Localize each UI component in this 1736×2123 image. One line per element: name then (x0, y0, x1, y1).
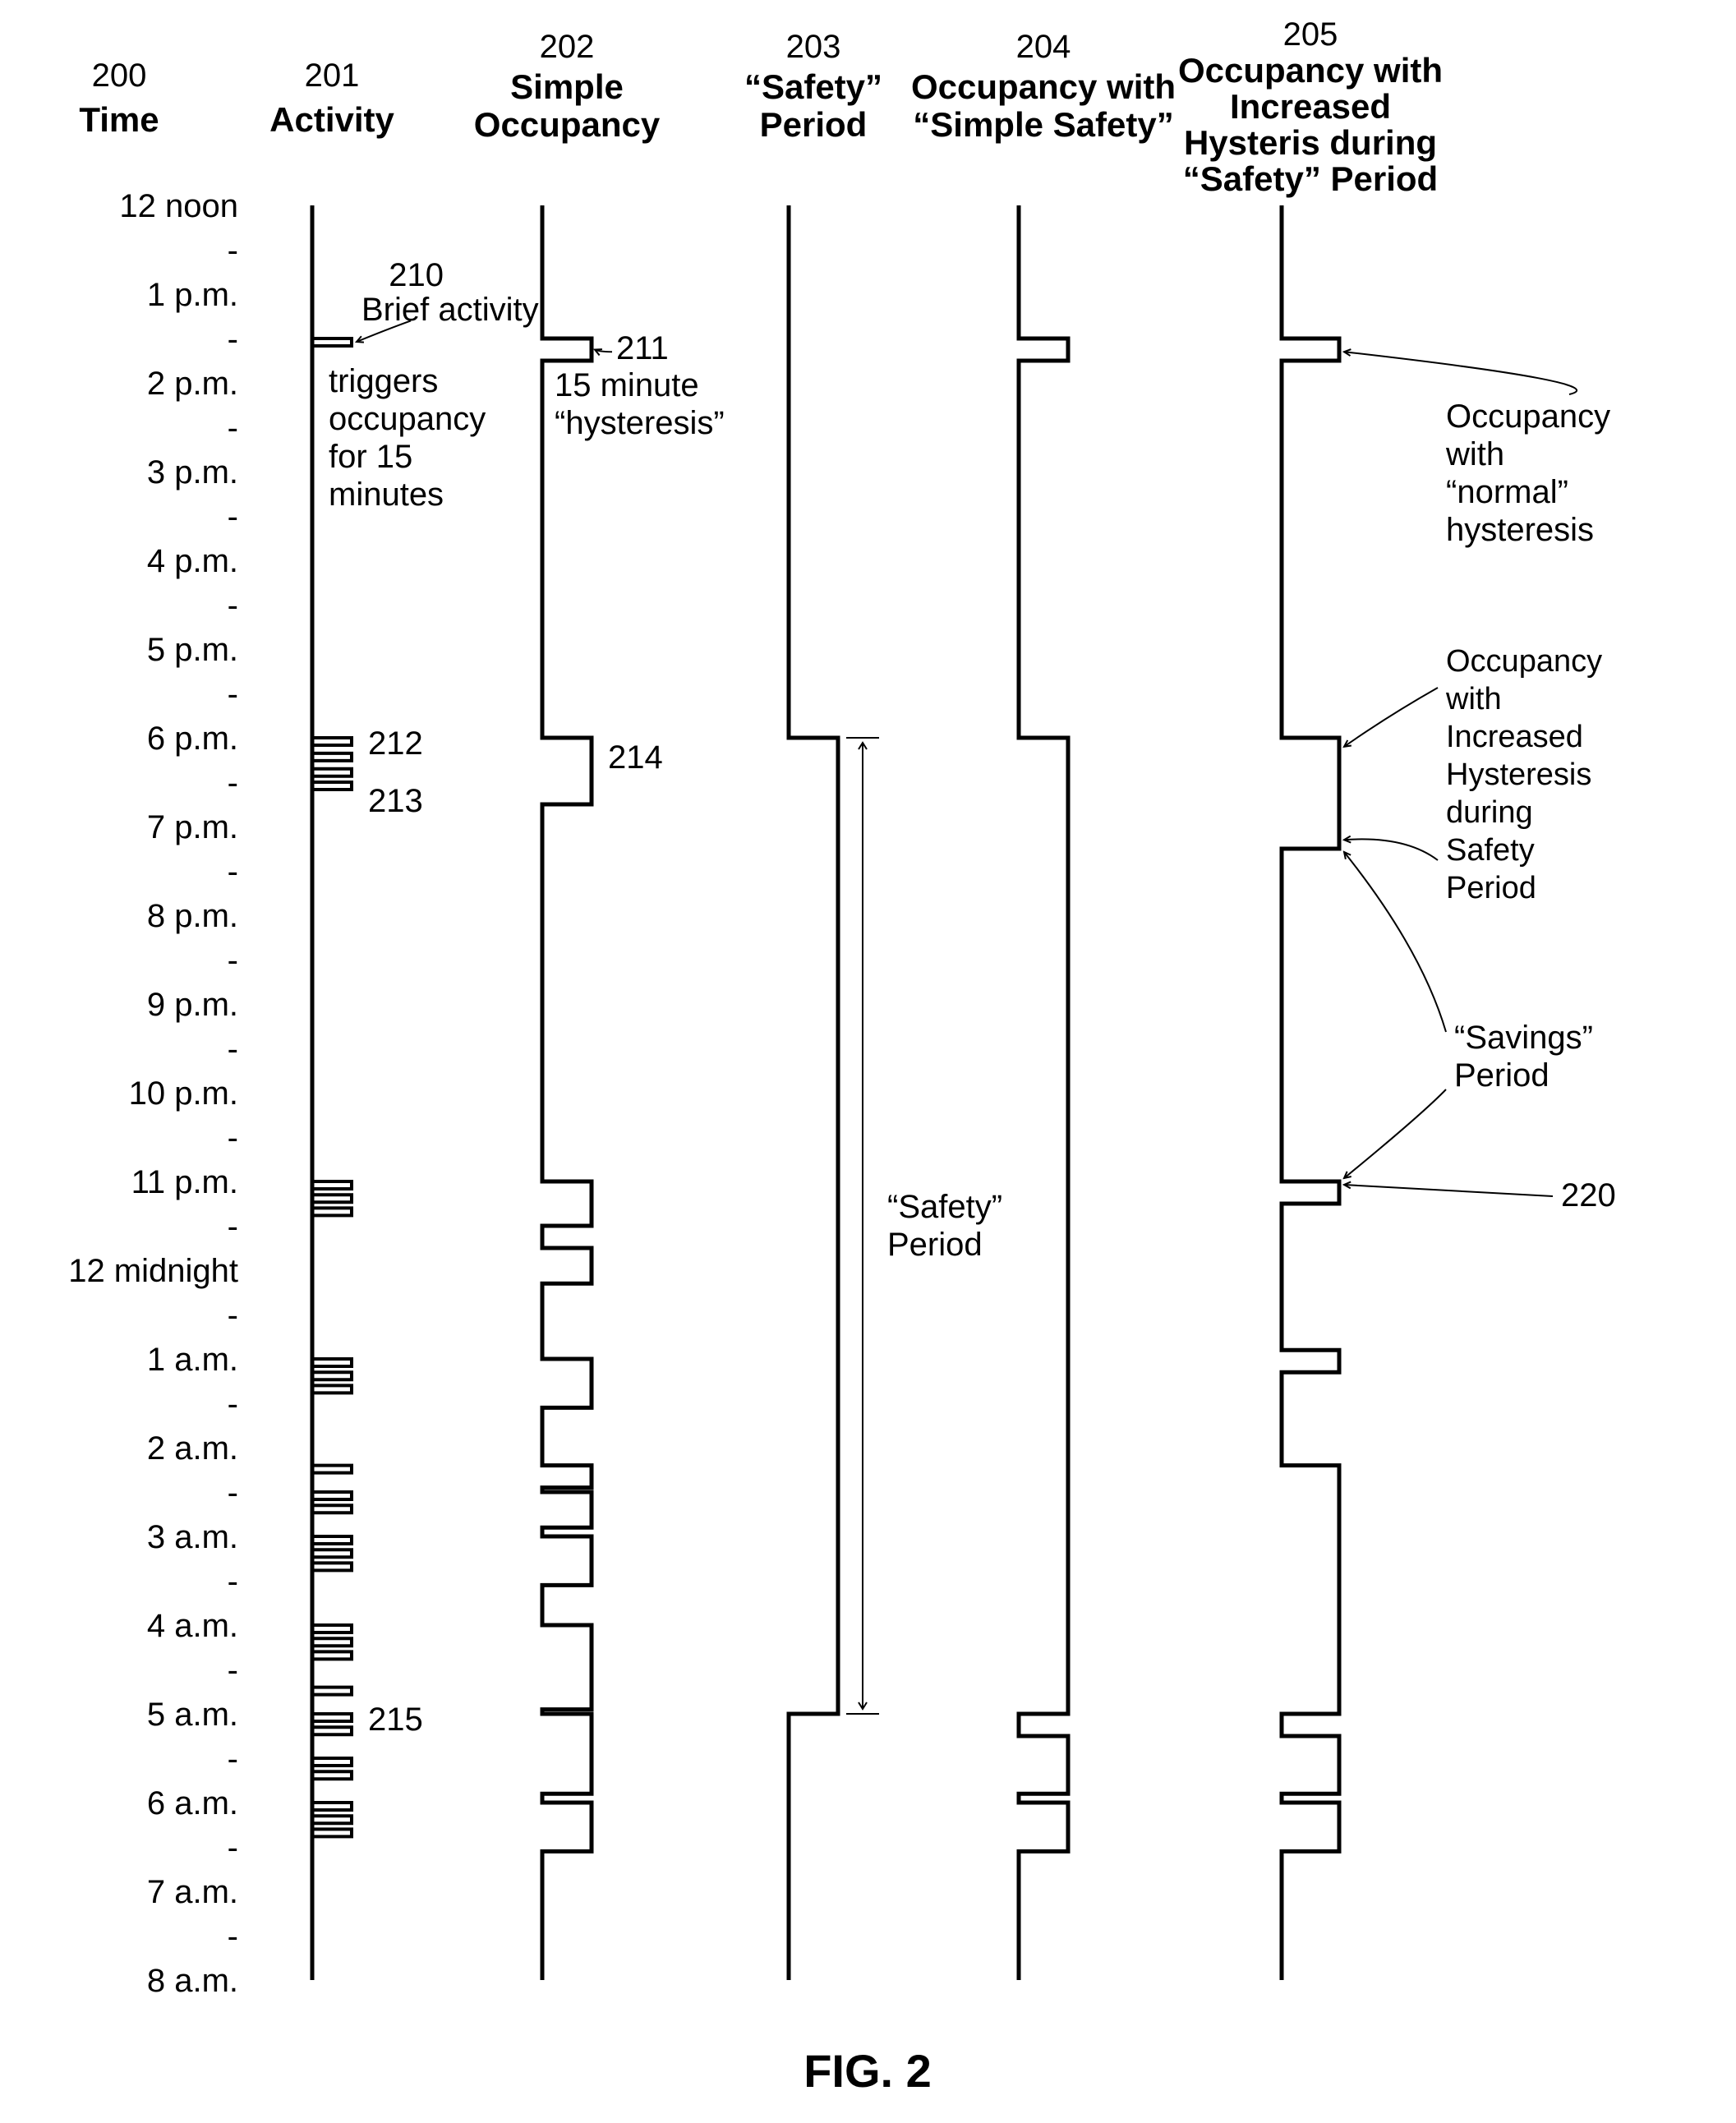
svg-text:3 p.m.: 3 p.m. (147, 454, 238, 490)
svg-text:Occupancy with: Occupancy with (1178, 51, 1443, 90)
svg-text:-: - (228, 1563, 238, 1600)
svg-text:Activity: Activity (269, 100, 394, 139)
svg-text:3 a.m.: 3 a.m. (147, 1519, 238, 1555)
svg-text:triggers: triggers (329, 363, 438, 399)
svg-text:minutes: minutes (329, 477, 444, 513)
svg-text:5 a.m.: 5 a.m. (147, 1697, 238, 1733)
svg-text:Safety: Safety (1446, 833, 1535, 868)
svg-text:-: - (228, 233, 238, 269)
svg-text:Increased: Increased (1446, 720, 1583, 754)
svg-text:Period: Period (1454, 1057, 1550, 1094)
svg-text:-: - (228, 1918, 238, 1955)
svg-text:-: - (228, 1830, 238, 1866)
svg-text:“Savings”: “Savings” (1454, 1020, 1593, 1056)
svg-text:12 noon: 12 noon (119, 188, 238, 224)
svg-text:Hysteresis: Hysteresis (1446, 758, 1591, 792)
svg-text:“Safety” Period: “Safety” Period (1183, 159, 1438, 198)
svg-text:2 a.m.: 2 a.m. (147, 1430, 238, 1467)
svg-text:“Safety”: “Safety” (744, 67, 882, 106)
svg-text:Period: Period (1446, 871, 1536, 905)
svg-text:“normal”: “normal” (1446, 474, 1568, 510)
svg-text:9 p.m.: 9 p.m. (147, 987, 238, 1023)
svg-text:-: - (228, 321, 238, 357)
svg-text:-: - (228, 854, 238, 890)
svg-text:7 a.m.: 7 a.m. (147, 1874, 238, 1910)
svg-text:213: 213 (368, 783, 423, 819)
column-headers: 201Activity202SimpleOccupancy203“Safety”… (269, 16, 1443, 198)
svg-text:-: - (228, 1297, 238, 1333)
svg-text:6 a.m.: 6 a.m. (147, 1785, 238, 1821)
svg-text:“Safety”: “Safety” (887, 1189, 1002, 1225)
svg-text:-: - (228, 1652, 238, 1688)
svg-text:-: - (228, 587, 238, 624)
svg-text:5 p.m.: 5 p.m. (147, 632, 238, 668)
svg-text:1 a.m.: 1 a.m. (147, 1342, 238, 1378)
svg-text:-: - (228, 676, 238, 712)
svg-text:-: - (228, 942, 238, 979)
svg-text:during: during (1446, 795, 1533, 830)
svg-text:203: 203 (786, 29, 841, 65)
svg-text:Occupancy: Occupancy (1446, 644, 1602, 679)
svg-text:with: with (1445, 682, 1502, 716)
svg-text:Occupancy: Occupancy (1446, 398, 1610, 435)
svg-text:-: - (228, 499, 238, 535)
svg-text:205: 205 (1283, 16, 1338, 53)
svg-text:Brief activity: Brief activity (361, 292, 539, 328)
svg-text:8 p.m.: 8 p.m. (147, 898, 238, 934)
svg-text:-: - (228, 1386, 238, 1422)
svg-text:200: 200 (92, 58, 147, 94)
svg-text:7 p.m.: 7 p.m. (147, 809, 238, 845)
svg-text:Occupancy with: Occupancy with (911, 67, 1176, 106)
figure-label: FIG. 2 (804, 2045, 932, 2097)
svg-text:-: - (228, 1475, 238, 1511)
svg-text:204: 204 (1016, 29, 1071, 65)
svg-text:Hysteris during: Hysteris during (1184, 123, 1437, 162)
svg-text:Occupancy: Occupancy (474, 105, 661, 144)
svg-text:11 p.m.: 11 p.m. (131, 1164, 238, 1200)
svg-text:“Simple Safety”: “Simple Safety” (913, 105, 1173, 144)
svg-text:-: - (228, 1741, 238, 1777)
svg-text:15 minute: 15 minute (555, 367, 699, 403)
svg-text:4 p.m.: 4 p.m. (147, 543, 238, 579)
svg-text:214: 214 (608, 739, 663, 776)
svg-text:“hysteresis”: “hysteresis” (555, 405, 725, 441)
svg-text:215: 215 (368, 1702, 423, 1738)
timeline-columns (312, 205, 1339, 1980)
svg-text:210: 210 (389, 257, 444, 293)
svg-text:-: - (228, 410, 238, 446)
svg-text:2 p.m.: 2 p.m. (147, 366, 238, 402)
annotations: 210Brief activity triggersoccupancyfor 15… (329, 257, 1616, 1738)
svg-text:4 a.m.: 4 a.m. (147, 1608, 238, 1644)
svg-text:Increased: Increased (1230, 87, 1391, 126)
svg-text:-: - (228, 765, 238, 801)
svg-text:201: 201 (305, 58, 360, 94)
svg-text:1 p.m.: 1 p.m. (147, 277, 238, 313)
svg-text:Simple: Simple (510, 67, 624, 106)
svg-text:202: 202 (540, 29, 595, 65)
svg-text:occupancy: occupancy (329, 401, 486, 437)
svg-text:6 p.m.: 6 p.m. (147, 721, 238, 757)
svg-text:10 p.m.: 10 p.m. (129, 1075, 238, 1112)
time-axis: 200 Time 12 noon - 1 p.m. - 2 p.m. - 3 p.m. - 4 p.… (68, 58, 238, 1999)
svg-text:hysteresis: hysteresis (1446, 512, 1594, 548)
svg-text:-: - (228, 1031, 238, 1067)
svg-text:211: 211 (616, 330, 669, 366)
svg-text:-: - (228, 1209, 238, 1245)
svg-text:Time: Time (79, 100, 159, 139)
svg-text:8 a.m.: 8 a.m. (147, 1963, 238, 1999)
svg-text:212: 212 (368, 725, 423, 762)
svg-text:-: - (228, 1120, 238, 1156)
svg-text:with: with (1445, 436, 1504, 472)
svg-text:220: 220 (1561, 1177, 1616, 1213)
svg-text:Period: Period (760, 105, 868, 144)
svg-text:Period: Period (887, 1227, 983, 1263)
svg-text:12 midnight: 12 midnight (68, 1253, 238, 1289)
svg-text:for 15: for 15 (329, 439, 412, 475)
